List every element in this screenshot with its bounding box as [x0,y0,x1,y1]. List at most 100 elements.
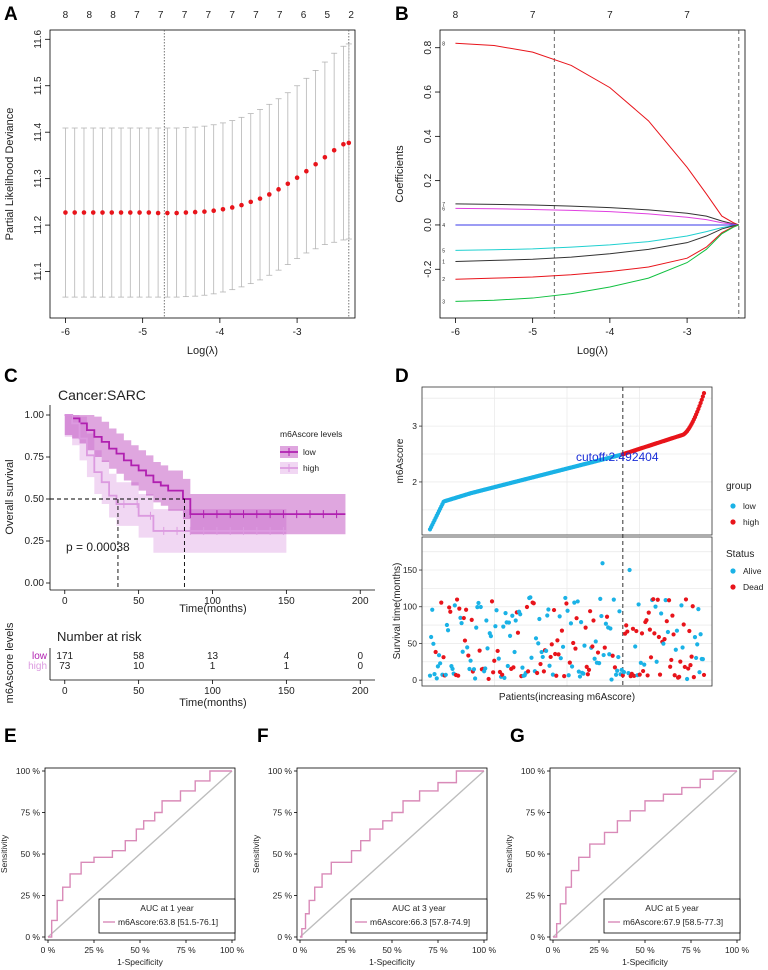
survival-point [615,668,620,673]
survival-point [607,652,612,657]
coef-path-label: 2 [442,277,445,283]
survival-point [644,618,649,623]
y-axis-title: Coefficients [394,145,406,203]
legend-entry: m6Ascore:63.8 [51.5-76.1] [118,917,218,927]
y-tick-label: 11.2 [33,215,44,234]
survival-point [630,626,636,631]
survival-point [572,600,577,605]
survival-point [638,660,643,665]
survival-point [603,621,609,626]
group-legend-title: group [726,481,752,492]
survival-point [492,658,497,663]
survival-point [574,616,579,621]
coef-path [455,224,740,302]
x-tick-label: 0 % [546,945,561,955]
coef-path [455,207,739,226]
survival-point [488,634,493,639]
panel-label-a: A [4,4,18,25]
survival-point [502,675,507,680]
survival-point [546,607,551,612]
survival-point [621,670,627,675]
deviance-point [128,210,133,215]
y-tick-label: 50 % [21,849,41,859]
top-axis-label: 8 [110,10,116,21]
legend-title: AUC at 5 year [645,903,699,913]
survival-point [505,663,510,669]
x-tick-label: 75 % [176,945,196,955]
x-tick-label: 75 % [681,945,701,955]
survival-point [585,672,590,677]
deviance-point [146,210,152,215]
survival-point [575,599,580,604]
survival-point [457,606,462,611]
coef-path-label: 5 [442,248,445,254]
x-tick-label: 0 % [293,945,308,955]
survival-point [444,622,450,628]
coef-path-label: 7 [442,202,445,208]
deviance-point [322,154,328,160]
y-tick-label: 0.2 [423,173,434,187]
survival-point [533,636,539,641]
risk-row-label: high [28,661,47,672]
x-axis-title: Time(months) [179,603,246,615]
survival-point [537,616,542,622]
y-tick-label: 11.5 [33,76,44,95]
survival-point [684,676,690,682]
survival-point [566,673,571,678]
x-tick-label: 25 % [589,945,609,955]
deviance-point [257,196,263,201]
survival-point [668,664,673,669]
legend-title: AUC at 3 year [392,903,446,913]
survival-point [551,607,557,613]
deviance-point [248,199,254,205]
survival-point [586,667,592,672]
panel-d-risk-plot: cutoff:2.492404 2 3 0 50 100 150 m6Ascore Surviv… [392,386,764,703]
y-tick-label: 11.4 [33,122,44,141]
survival-point [555,638,560,643]
survival-point [461,615,466,621]
survival-point [536,641,541,646]
survival-point [468,658,473,663]
survival-point [477,648,482,653]
survival-point [452,603,457,608]
deviance-point [239,202,244,208]
survival-point [646,610,651,615]
survival-point [535,670,540,676]
survival-point [700,657,705,662]
top-axis-label: 6 [301,10,307,21]
x-tick-label: -4 [215,327,224,338]
risk-tick-label: 150 [278,686,295,697]
survival-point [625,629,630,634]
risk-tick-label: 100 [204,686,221,697]
y-tick-label: 0.25 [25,536,45,547]
survival-point [506,620,512,625]
survival-point [692,635,698,640]
y-axis-title: Sensitivity [251,834,261,873]
survival-point [549,642,554,647]
y-tick-label: 100 % [268,766,293,776]
deviance-point [155,210,161,216]
survival-point [689,654,694,659]
km-curve [64,414,287,532]
survival-point [613,672,619,677]
x-tick-label: -3 [683,327,692,338]
survival-point [489,599,495,604]
survival-point [674,628,680,633]
survival-point [616,654,621,660]
x-axis-title: Log(λ) [187,345,218,357]
y-tick-label: 11.3 [33,169,44,188]
survival-point [652,631,657,636]
risk-score-point [701,391,707,396]
survival-point [460,649,465,654]
deviance-point [63,210,68,215]
status-legend-title: Status [726,549,754,560]
survival-point [445,628,451,633]
survival-point [671,632,676,637]
panel-label-b: B [395,4,409,25]
survival-point [554,673,559,678]
survival-point [657,672,663,677]
survival-point [538,661,543,667]
survival-point [683,597,689,602]
survival-point [672,673,677,678]
survival-point [550,672,556,677]
